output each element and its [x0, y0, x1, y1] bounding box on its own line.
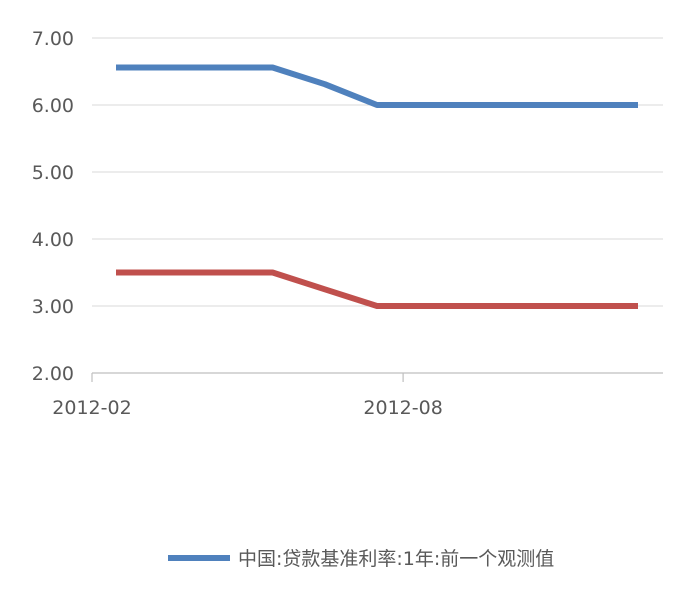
x-tick-label: 2012-02 [52, 397, 131, 419]
legend-label: 中国:贷款基准利率:1年:前一个观测值 [238, 548, 554, 570]
y-tick-label: 7.00 [32, 28, 74, 50]
axes: 2.00 3.00 4.00 5.00 6.00 7.00 2012-02 2012-08 [32, 28, 663, 419]
y-tick-label: 3.00 [32, 296, 74, 318]
y-tick-label: 4.00 [32, 229, 74, 251]
y-tick-label: 2.00 [32, 363, 74, 385]
y-tick-label: 6.00 [32, 95, 74, 117]
series-lines [116, 64, 638, 309]
series-line-1 [116, 269, 638, 309]
series-line-0 [116, 64, 638, 108]
x-tick-label: 2012-08 [363, 397, 442, 419]
gridlines [92, 37, 663, 307]
y-tick-label: 5.00 [32, 162, 74, 184]
legend: 中国:贷款基准利率:1年:前一个观测值 [168, 548, 554, 570]
